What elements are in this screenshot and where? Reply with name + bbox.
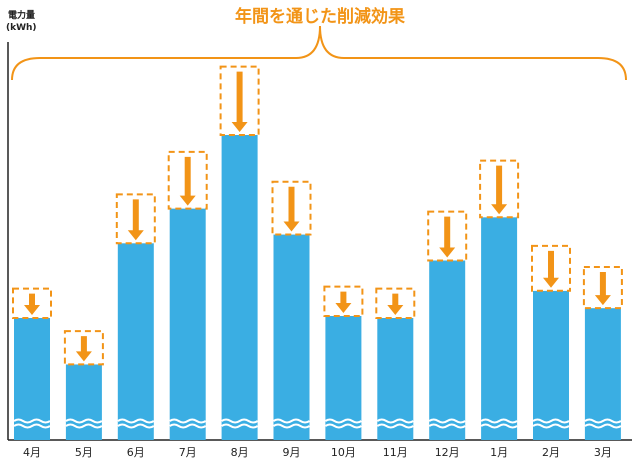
x-tick-label: 4月 [23,446,41,459]
wave-break-icon [532,418,570,424]
x-tick-label: 1月 [490,446,508,459]
wave-break-icon [376,423,414,429]
bar-10 [481,217,518,440]
wave-break-icon [532,423,570,429]
wave-break-icon [221,423,259,429]
x-tick-label: 8月 [231,446,249,459]
down-arrow-icon [543,250,559,288]
y-axis-label-line1: 電力量 [8,9,35,21]
wave-break-icon [324,418,362,424]
x-tick-label: 7月 [179,446,197,459]
wave-break-icon [324,423,362,429]
wave-break-icon [272,418,311,424]
down-arrow-icon [594,272,611,306]
wave-break-icon [428,418,466,424]
down-arrow-icon [439,216,456,258]
wave-break-icon [65,418,103,424]
wave-break-icon [117,418,155,424]
wave-break-icon [65,423,103,429]
x-tick-label: 2月 [542,446,560,459]
x-tick-label: 3月 [594,446,612,459]
wave-break-icon [480,418,518,424]
wave-break-icon [584,423,622,429]
y-axis-label-line2: (kWh) [6,23,37,33]
bar-11 [533,290,569,440]
down-arrow-icon [75,336,92,362]
title-brace [11,25,627,81]
bar-2 [65,364,102,440]
bar-4 [169,208,206,440]
x-tick-label: 12月 [435,446,460,459]
wave-break-icon [117,423,155,429]
down-arrow-icon [283,186,300,232]
bars-layer [12,65,623,440]
wave-break-icon [480,423,518,429]
wave-break-icon [221,418,259,424]
bar-5 [221,135,258,440]
down-arrow-icon [179,156,196,206]
wave-break-icon [376,418,414,424]
x-tick-label: 10月 [331,446,356,459]
x-tick-label: 6月 [127,446,145,459]
bar-9 [429,260,466,440]
x-tick-label: 5月 [75,446,93,459]
bar-3 [117,243,154,440]
bar-12 [584,308,621,440]
x-tick-label: 9月 [283,446,301,459]
wave-break-icon [169,423,207,429]
down-arrow-icon [335,291,352,313]
down-arrow-icon [491,165,508,215]
wave-break-icon [13,418,51,424]
down-arrow-icon [127,199,144,241]
x-tick-label: 11月 [383,446,408,459]
wave-break-icon [13,423,51,429]
down-arrow-icon [387,293,404,315]
bar-6 [273,234,310,440]
down-arrow-icon [24,293,40,315]
down-arrow-icon [231,71,248,132]
x-tick-labels: 4月 5月 6月 7月 8月 9月 10月 11月 12月 1月 2月 3月 [23,446,612,459]
wave-break-icon [584,418,622,424]
wave-break-icon [272,423,311,429]
chart-title: 年間を通じた削減効果 [235,6,405,27]
wave-break-icon [428,423,466,429]
wave-break-icon [169,418,207,424]
